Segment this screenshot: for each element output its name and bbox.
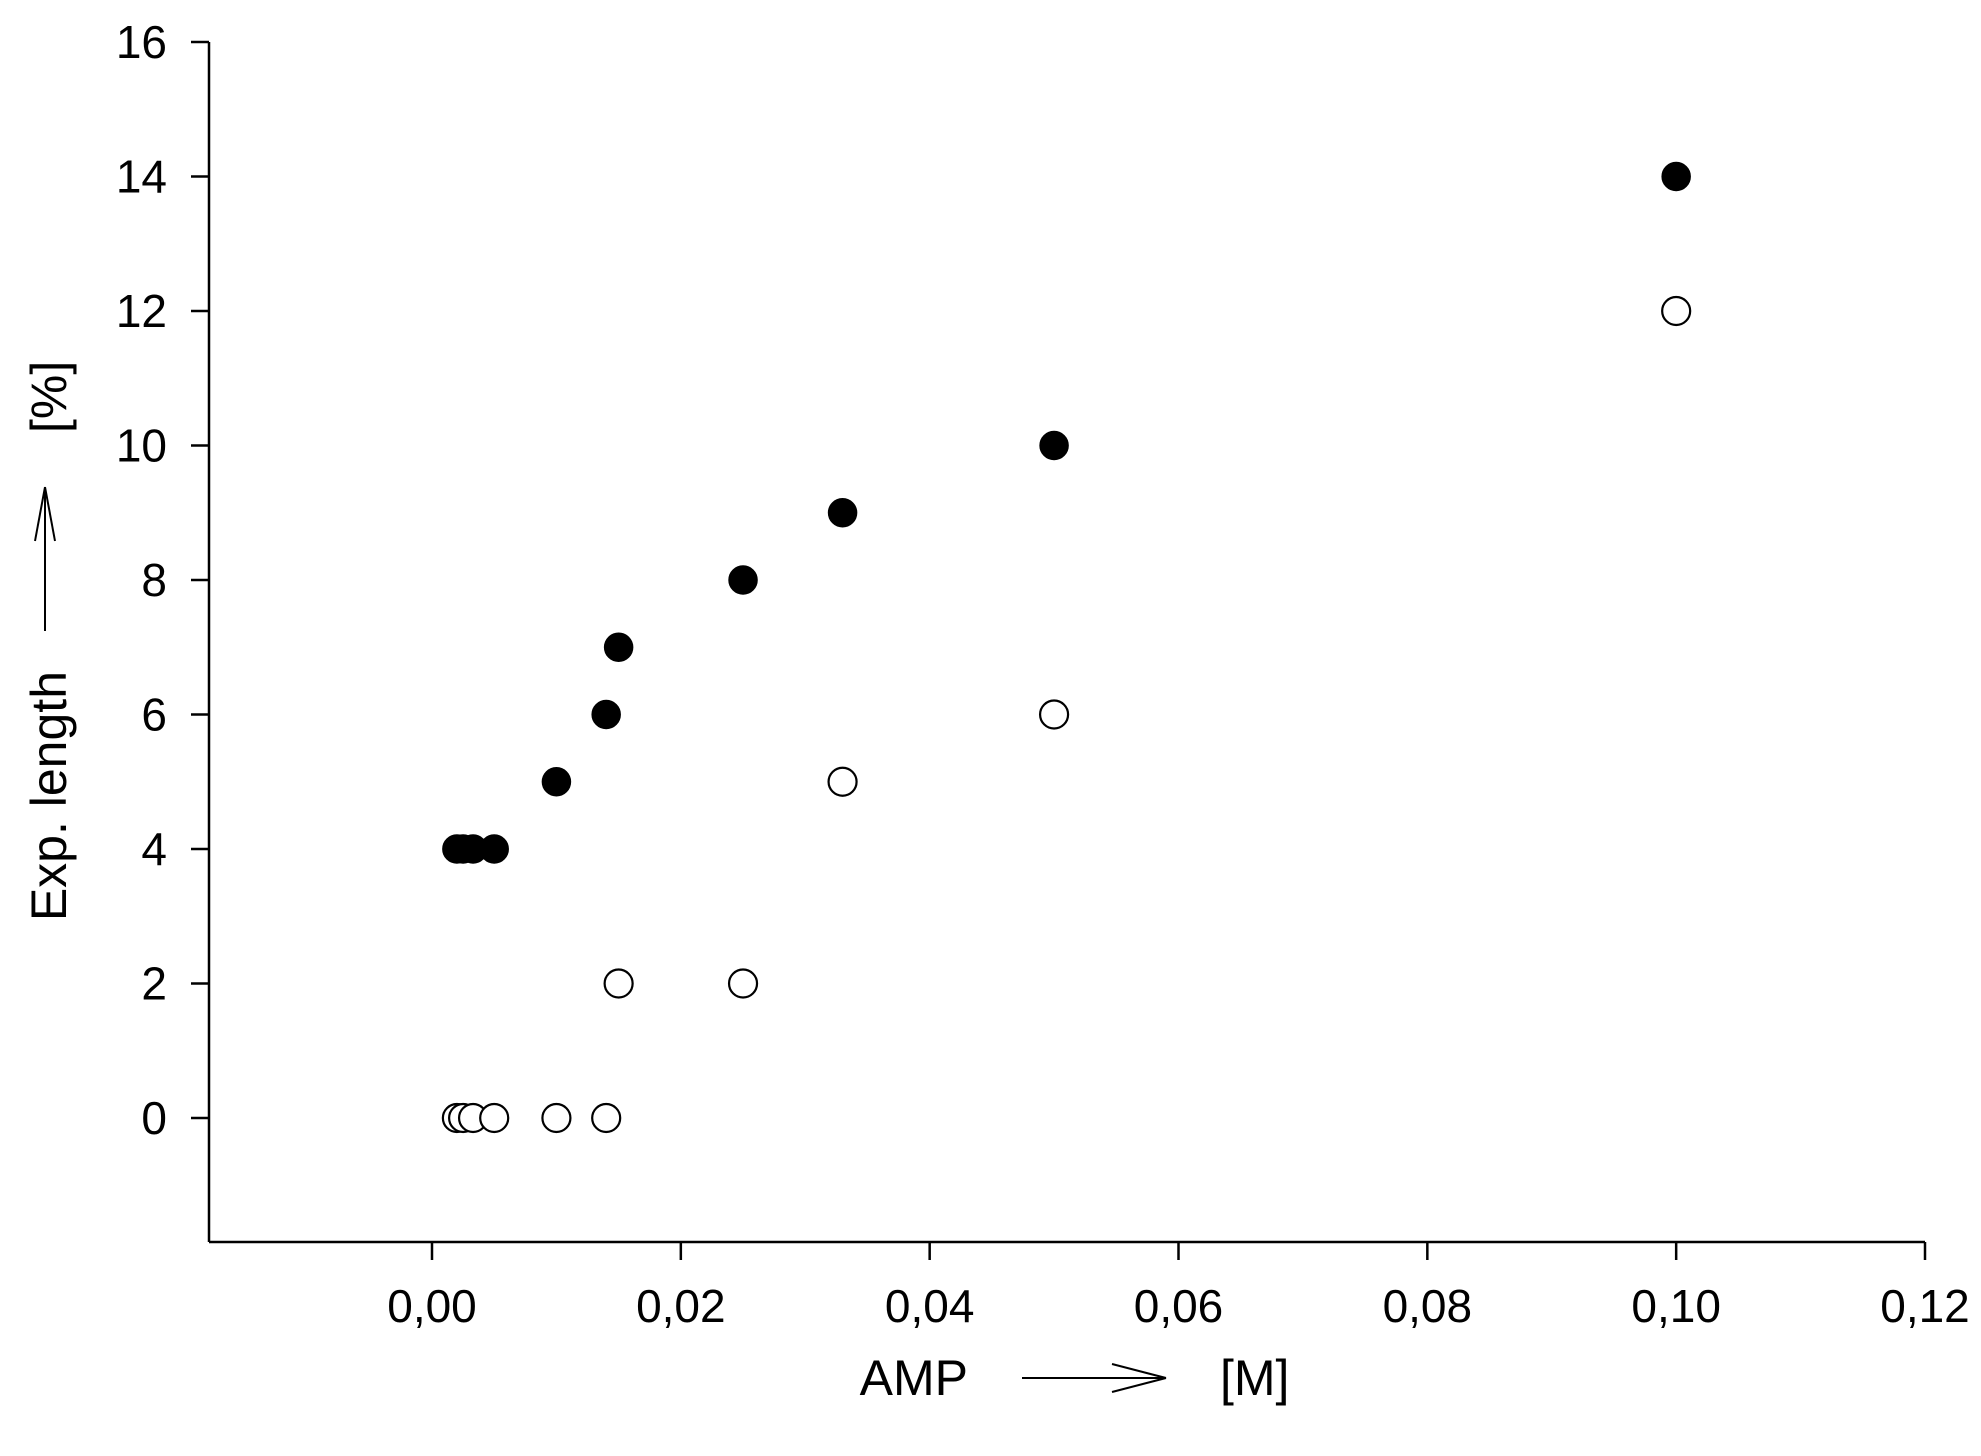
data-point-filled xyxy=(728,565,758,595)
x-tick-label: 0,04 xyxy=(885,1280,975,1332)
data-point-open xyxy=(1038,699,1070,730)
data-point-open xyxy=(827,766,858,797)
y-tick-label: 2 xyxy=(141,958,167,1010)
data-point-filled xyxy=(603,632,634,662)
y-tick-label: 4 xyxy=(141,823,167,875)
x-tick-label: 0,00 xyxy=(387,1280,477,1332)
data-point-open xyxy=(727,968,759,999)
y-tick-label: 8 xyxy=(141,554,167,606)
x-tick-label: 0,10 xyxy=(1631,1280,1721,1332)
x-tick-label: 0,02 xyxy=(636,1280,726,1332)
data-point-open xyxy=(603,968,634,999)
x-tick-label: 0,08 xyxy=(1383,1280,1473,1332)
data-points xyxy=(441,161,1692,1134)
y-ticks: 0 2 4 6 8 10 12 14 16 xyxy=(116,16,209,1144)
axes xyxy=(207,42,1925,1244)
data-point-filled xyxy=(1661,161,1691,192)
data-point-open xyxy=(479,1102,510,1134)
x-axis-label: AMP xyxy=(860,1350,968,1406)
y-axis-label: Exp. length xyxy=(21,671,77,921)
data-point-filled xyxy=(1039,430,1069,461)
data-point-filled xyxy=(479,834,509,864)
data-point-open xyxy=(591,1102,622,1134)
x-axis-arrow-icon xyxy=(1022,1363,1167,1393)
x-ticks: 0,00 0,02 0,04 0,06 0,08 0,10 0,12 xyxy=(387,1242,1970,1332)
x-tick-label: 0,12 xyxy=(1880,1280,1970,1332)
y-tick-label: 16 xyxy=(116,16,167,68)
data-point-open xyxy=(1661,295,1692,327)
y-tick-label: 10 xyxy=(116,420,167,472)
x-axis-unit: [M] xyxy=(1220,1350,1289,1406)
x-tick-label: 0,06 xyxy=(1134,1280,1224,1332)
y-tick-label: 14 xyxy=(116,151,167,203)
y-tick-label: 6 xyxy=(141,689,167,741)
y-tick-label: 12 xyxy=(116,285,167,337)
data-point-filled xyxy=(591,699,621,730)
data-point-open xyxy=(541,1102,572,1134)
data-point-filled xyxy=(827,498,858,528)
data-point-filled xyxy=(541,767,572,797)
y-axis-arrow-icon xyxy=(34,486,56,631)
y-axis-unit: [%] xyxy=(21,361,77,433)
y-tick-label: 0 xyxy=(141,1092,167,1144)
